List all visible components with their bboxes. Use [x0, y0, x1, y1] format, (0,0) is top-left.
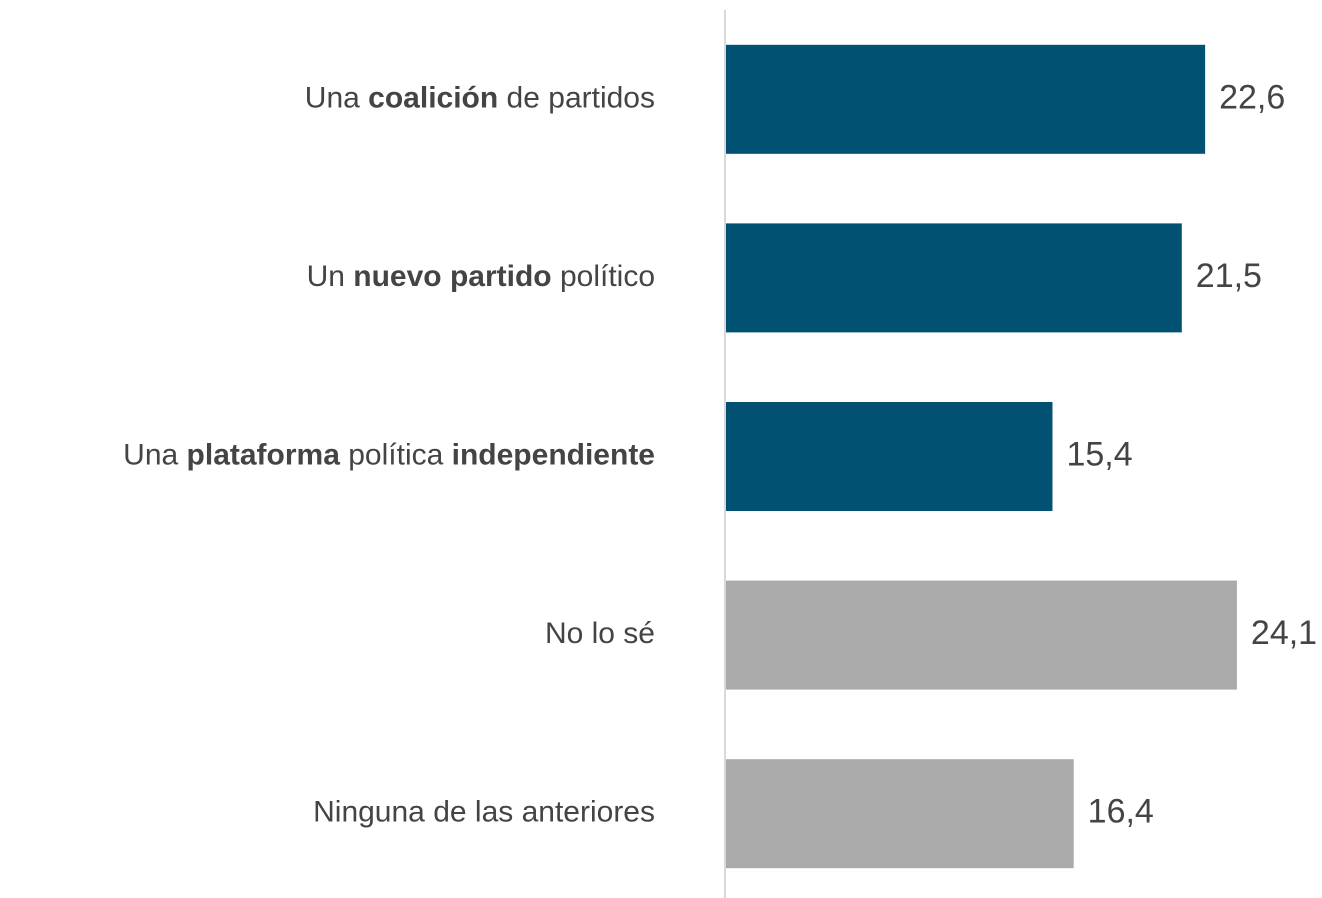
text-part: Una: [123, 438, 186, 471]
bold-text: independiente: [452, 438, 655, 471]
bar: [726, 44, 1206, 154]
bar: [726, 580, 1237, 690]
bar: [726, 223, 1182, 333]
value-label: 21,5: [1196, 257, 1262, 295]
bold-text: coalición: [368, 81, 498, 114]
text-part: Un: [307, 260, 354, 293]
category-label: Una coalición de partidos: [305, 81, 655, 114]
category-label: Una plataforma política independiente: [123, 438, 655, 471]
text-part: política: [340, 438, 452, 471]
category-label: Un nuevo partido político: [307, 260, 655, 293]
text-part: político: [552, 260, 655, 293]
value-label: 15,4: [1066, 435, 1132, 473]
bold-text: plataforma: [187, 438, 341, 471]
category-label: Ninguna de las anteriores: [313, 796, 655, 829]
text-part: de partidos: [498, 81, 655, 114]
category-label: No lo sé: [545, 617, 655, 650]
value-label: 16,4: [1088, 793, 1154, 831]
text-part: Una: [305, 81, 368, 114]
bar: [726, 402, 1053, 511]
bold-text: nuevo partido: [353, 260, 551, 293]
value-label: 24,1: [1251, 614, 1317, 652]
bar: [726, 759, 1074, 869]
value-label: 22,6: [1219, 78, 1285, 116]
